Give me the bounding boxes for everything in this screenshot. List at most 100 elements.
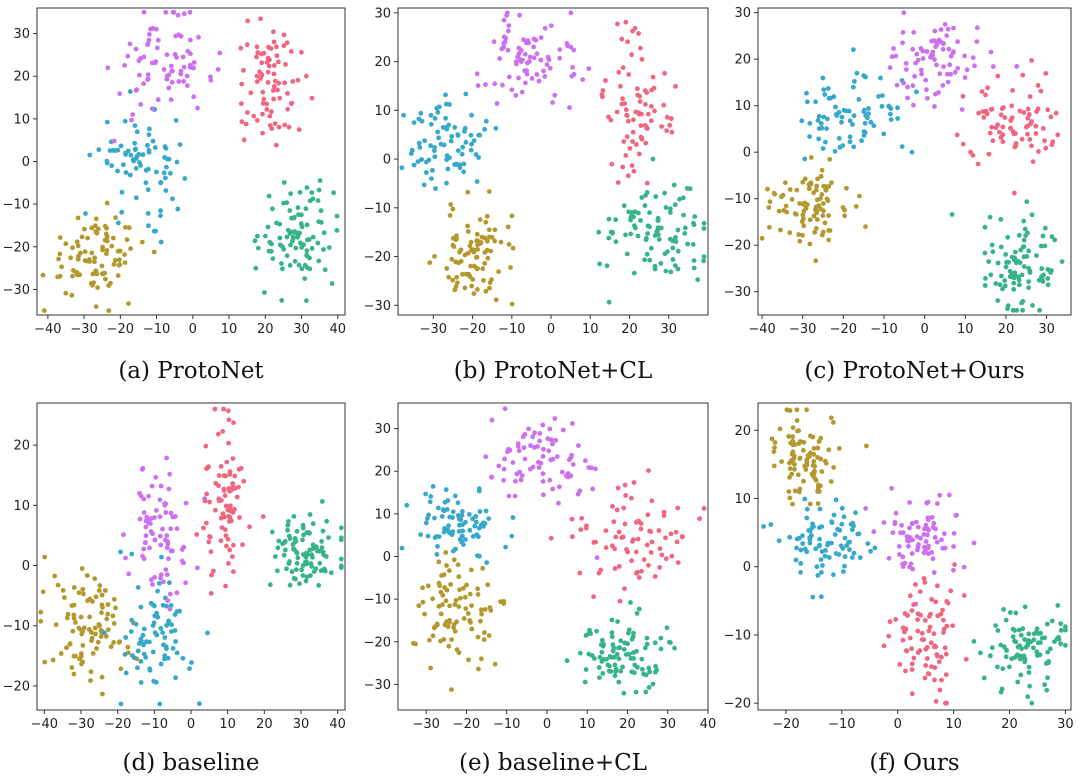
point-olive [808,433,813,439]
point-purple [905,95,910,101]
point-purple [934,539,940,545]
point-green [1040,233,1046,239]
point-pink [630,539,635,544]
panel-caption: (c) ProtoNet+Ours [804,358,1024,384]
point-olive [103,633,109,639]
point-green [1048,270,1053,275]
point-olive [450,235,456,241]
point-pink [631,168,637,174]
point-green [1016,232,1022,238]
point-purple [512,493,518,499]
point-purple [548,457,554,463]
point-olive [122,260,128,265]
point-pink [989,124,995,130]
point-olive [93,216,99,222]
point-pink [1038,88,1044,94]
point-olive [38,618,44,624]
point-purple [505,47,511,53]
point-blue [430,168,435,173]
point-pink [646,562,651,568]
point-purple [932,535,938,540]
point-blue [118,701,124,707]
point-blue [435,505,441,511]
point-purple [889,54,895,59]
point-pink [622,101,628,106]
series-purple [863,485,977,607]
point-pink [591,540,597,545]
y-tick-label: −20 [3,679,30,694]
point-green [1022,226,1028,232]
y-tick-label: 10 [734,99,751,114]
point-olive [863,224,868,230]
point-green [1021,244,1027,250]
point-blue [443,487,449,493]
point-pink [897,662,903,667]
point-blue [825,116,830,122]
point-blue [821,87,827,92]
point-blue [143,180,149,186]
point-pink [939,677,944,683]
point-green [672,263,678,268]
point-green [307,512,313,517]
point-blue [163,175,168,181]
point-blue [861,73,867,78]
point-blue [856,97,862,102]
point-pink [254,118,260,123]
point-blue [141,651,147,657]
point-pink [254,79,260,84]
point-olive [85,598,90,604]
point-purple [557,47,563,52]
y-tick-label: −30 [724,285,751,300]
point-pink [238,45,244,51]
point-purple [540,454,546,459]
point-purple [153,59,159,64]
point-olive [69,292,75,298]
point-olive [99,592,105,598]
point-olive [467,243,473,249]
point-green [1013,249,1018,255]
point-pink [986,151,992,157]
point-purple [900,30,906,35]
point-pink [1000,124,1006,130]
point-olive [842,207,847,213]
point-olive [466,229,471,234]
point-purple [141,546,147,552]
point-olive [90,599,95,604]
point-purple [914,51,920,57]
point-pink [669,553,675,559]
point-green [650,156,656,162]
x-tick-label: −10 [498,322,525,337]
point-blue [115,147,121,153]
panel-caption: (e) baseline+CL [459,750,647,776]
y-tick-label: −10 [364,201,391,216]
point-pink [1045,107,1051,113]
point-green [614,651,620,657]
point-green [1049,618,1055,624]
point-purple [522,431,528,437]
x-tick-label: 30 [1057,717,1074,732]
point-purple [537,438,542,444]
point-green [287,536,293,542]
point-green [658,635,664,641]
point-purple [149,106,155,112]
point-olive [765,186,770,192]
point-purple [168,510,174,516]
point-pink [285,106,291,112]
point-olive [487,285,492,291]
point-blue [804,506,810,512]
point-olive [811,459,817,464]
point-purple [167,471,173,477]
point-pink [887,619,893,625]
point-green [670,257,676,262]
point-blue [138,680,144,685]
point-pink [603,528,609,533]
point-green [609,630,615,635]
point-pink [239,81,245,87]
point-pink [948,588,954,594]
point-green [1059,259,1065,264]
point-pink [236,466,242,472]
point-purple [168,97,174,103]
point-purple [533,37,539,43]
point-blue [427,499,433,505]
point-olive [792,488,798,494]
